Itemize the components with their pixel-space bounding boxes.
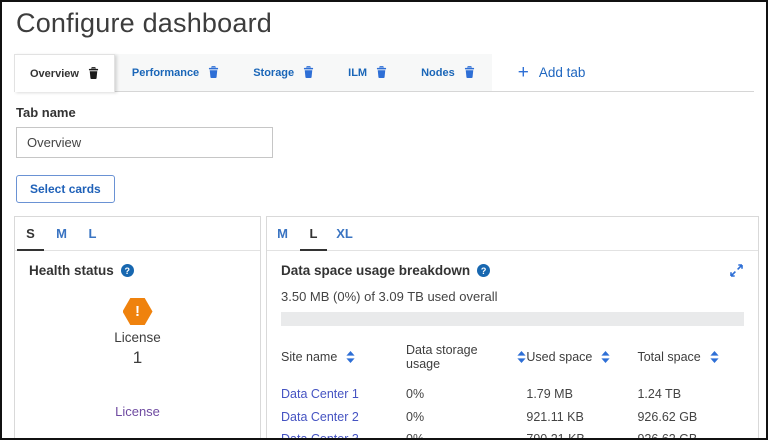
- help-icon[interactable]: ?: [120, 264, 134, 277]
- tab-label: Nodes: [421, 66, 455, 79]
- sort-icon[interactable]: [346, 351, 355, 363]
- total-space-cell: 926.62 GB: [637, 409, 698, 424]
- plus-icon: +: [517, 62, 529, 83]
- trash-icon[interactable]: [208, 66, 219, 79]
- health-status-content: ! License 1 License: [29, 278, 246, 419]
- tab-ilm[interactable]: ILM: [331, 54, 404, 91]
- tab-performance[interactable]: Performance: [115, 54, 236, 91]
- dashboard-tab-bar: Overview Performance Storage ILM Nodes +: [14, 54, 754, 92]
- table-row: Data Center 2 0% 921.11 KB 926.62 GB: [281, 406, 744, 429]
- total-space-cell: 1.24 TB: [637, 387, 682, 402]
- tab-label: Overview: [30, 67, 79, 80]
- tab-label: ILM: [348, 66, 368, 79]
- status-label: License: [114, 330, 161, 345]
- data-space-title: Data space usage breakdown ?: [281, 263, 491, 278]
- tab-label: Performance: [131, 66, 200, 79]
- sort-icon[interactable]: [710, 351, 719, 363]
- expand-icon[interactable]: [729, 263, 744, 278]
- health-status-title: Health status ?: [29, 263, 246, 278]
- tab-name-label: Tab name: [16, 105, 76, 120]
- size-tab-s[interactable]: S: [15, 217, 46, 251]
- used-space-cell: 921.11 KB: [526, 409, 584, 424]
- sort-icon[interactable]: [601, 351, 610, 363]
- right-card-size-tabs: M L XL: [267, 217, 758, 251]
- license-link[interactable]: License: [115, 404, 160, 419]
- used-space-cell: 1.79 MB: [526, 387, 573, 402]
- site-usage-table: Site name Data storage usage Used space …: [281, 343, 744, 440]
- site-link[interactable]: Data Center 3: [281, 432, 359, 440]
- total-space-cell: 926.62 GB: [637, 432, 698, 440]
- select-cards-button[interactable]: Select cards: [16, 175, 115, 203]
- tab-storage[interactable]: Storage: [236, 54, 331, 91]
- tab-label: Storage: [253, 66, 295, 79]
- tab-overview[interactable]: Overview: [14, 54, 115, 92]
- left-card-size-tabs: S M L: [15, 217, 260, 251]
- size-tab-l[interactable]: L: [88, 226, 97, 241]
- site-link[interactable]: Data Center 1: [281, 387, 359, 402]
- add-tab-label: Add tab: [538, 65, 586, 80]
- data-space-usage-card: M L XL Data space usage breakdown ? 3.50…: [266, 216, 759, 440]
- trash-icon[interactable]: [88, 67, 99, 80]
- trash-icon[interactable]: [464, 66, 475, 79]
- health-status-card: S M L Health status ? ! License 1 Licens…: [14, 216, 261, 438]
- table-header-row: Site name Data storage usage Used space …: [281, 343, 744, 371]
- column-header-data-storage-usage: Data storage usage: [406, 343, 526, 371]
- add-tab-button[interactable]: + Add tab: [518, 54, 586, 91]
- trash-icon[interactable]: [376, 66, 387, 79]
- used-space-cell: 790.21 KB: [526, 432, 585, 440]
- usage-summary: 3.50 MB (0%) of 3.09 TB used overall: [281, 289, 498, 304]
- site-link[interactable]: Data Center 2: [281, 409, 359, 424]
- trash-icon[interactable]: [303, 66, 314, 79]
- warning-hexagon-icon: !: [122, 298, 153, 325]
- size-tab-m[interactable]: M: [56, 226, 67, 241]
- table-row: Data Center 3 0% 790.21 KB 926.62 GB: [281, 428, 744, 440]
- size-tab-xl[interactable]: XL: [336, 226, 353, 241]
- inactive-tab-group: Performance Storage ILM Nodes: [114, 54, 492, 91]
- status-count: 1: [132, 348, 143, 367]
- usage-cell: 0%: [406, 432, 425, 440]
- tab-nodes[interactable]: Nodes: [404, 54, 492, 91]
- usage-cell: 0%: [406, 409, 425, 424]
- page-title: Configure dashboard: [16, 8, 272, 38]
- sort-icon[interactable]: [517, 351, 526, 363]
- size-tab-m[interactable]: M: [277, 226, 288, 241]
- column-header-used-space: Used space: [526, 350, 637, 364]
- help-icon[interactable]: ?: [477, 264, 491, 277]
- column-header-site-name: Site name: [281, 350, 406, 364]
- size-tab-l[interactable]: L: [298, 217, 329, 251]
- tab-name-input[interactable]: [16, 127, 273, 158]
- table-row: Data Center 1 0% 1.79 MB 1.24 TB: [281, 383, 744, 406]
- column-header-total-space: Total space: [637, 350, 743, 364]
- usage-cell: 0%: [406, 387, 425, 402]
- usage-progress-bar: [281, 312, 744, 326]
